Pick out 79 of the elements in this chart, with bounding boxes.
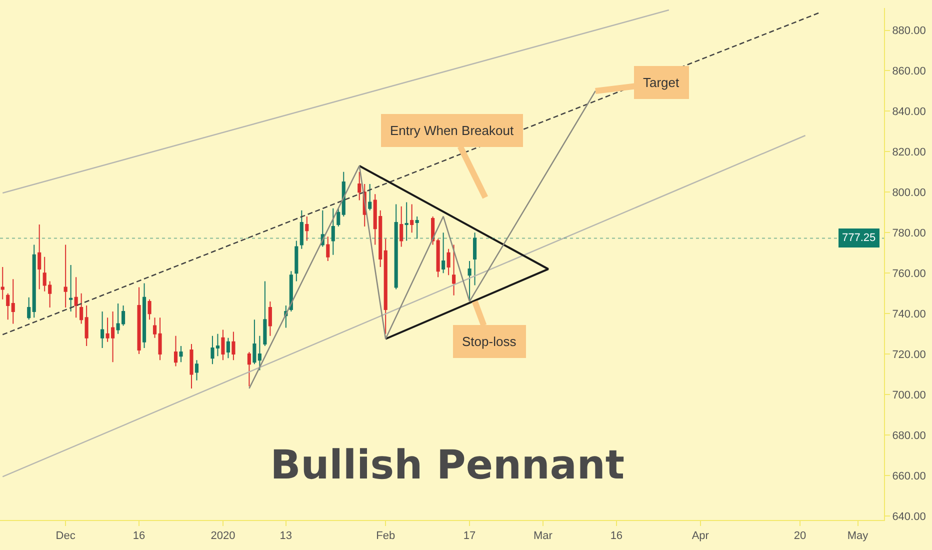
- candlestick: [294, 240, 298, 282]
- annotation: Target: [643, 75, 680, 90]
- candlestick: [247, 352, 251, 387]
- x-tick-label: May: [847, 530, 869, 542]
- y-tick-label: 820.00: [892, 146, 926, 159]
- candlestick: [305, 216, 309, 242]
- candlestick: [404, 202, 408, 242]
- y-tick-label: 860.00: [892, 66, 926, 78]
- candlestick: [384, 238, 388, 334]
- candlestick: [336, 208, 340, 228]
- x-tick-label: Apr: [692, 530, 710, 542]
- candlestick: [84, 304, 88, 346]
- candlestick: [342, 171, 346, 217]
- candlestick: [174, 335, 178, 367]
- candlestick: [148, 298, 152, 320]
- candlestick: [400, 206, 404, 248]
- candlestick: [468, 260, 472, 302]
- y-tick-label: 800.00: [892, 187, 926, 200]
- y-tick-label: 680.00: [892, 430, 926, 442]
- candlestick: [300, 210, 304, 250]
- candlestick: [358, 171, 362, 201]
- candlestick: [394, 204, 398, 290]
- candlestick: [64, 244, 68, 308]
- annotation: Entry When Breakout: [390, 123, 514, 138]
- candlestick: [80, 292, 84, 324]
- candlestick: [0, 266, 4, 300]
- x-tick-label: 20: [794, 530, 806, 542]
- candlestick: [410, 204, 414, 234]
- x-tick-label: 13: [280, 530, 292, 542]
- candlestick: [289, 270, 293, 312]
- candlestick: [415, 216, 419, 240]
- y-tick-label: 740.00: [892, 308, 926, 320]
- candlestick: [331, 208, 335, 256]
- candlestick: [442, 232, 446, 274]
- candlestick: [142, 282, 146, 348]
- x-tick-label: 2020: [210, 530, 236, 542]
- candlestick: [452, 244, 456, 296]
- y-tick-label: 640.00: [892, 510, 926, 523]
- x-tick-label: 16: [132, 530, 146, 542]
- candlestick: [137, 286, 141, 355]
- candlestick: [436, 238, 440, 278]
- candlestick: [326, 236, 330, 262]
- y-tick-label: 840.00: [892, 106, 926, 118]
- candlestick: [11, 278, 15, 324]
- candlestick: [263, 280, 267, 346]
- y-tick-label: 700.00: [892, 389, 926, 402]
- candlestick: [226, 337, 230, 359]
- candlestick: [69, 264, 73, 312]
- x-tick-label: Dec: [56, 530, 76, 542]
- x-tick-label: 16: [610, 530, 623, 542]
- candlestick: [232, 331, 236, 361]
- text: Bullish Pennant: [270, 442, 625, 488]
- y-tick-label: 880.00: [892, 25, 926, 38]
- candlestick: [368, 184, 372, 211]
- candlestick: [32, 244, 36, 318]
- candlestick: [446, 248, 450, 276]
- candlestick: [38, 224, 42, 290]
- x-tick-label: Mar: [534, 530, 553, 542]
- candlestick: [27, 296, 31, 320]
- x-tick-label: Feb: [376, 530, 396, 542]
- candlestick: [6, 292, 10, 320]
- candlestick: [221, 329, 225, 361]
- candlestick: [268, 300, 272, 336]
- annotation: Stop-loss: [462, 334, 517, 349]
- y-tick-label: 780.00: [892, 227, 926, 240]
- candlestick: [100, 311, 104, 348]
- candlestick: [190, 343, 194, 389]
- x-tick-label: 17: [463, 530, 476, 542]
- candlestick: [74, 276, 78, 318]
- line-series: [248, 90, 596, 390]
- y-tick-label: 760.00: [892, 268, 926, 280]
- y-tick-label: 720.00: [892, 348, 926, 361]
- candlestick: [194, 360, 199, 381]
- y-tick-label: 660.00: [892, 470, 926, 482]
- candlestick: [179, 345, 183, 363]
- candlestick: [252, 319, 256, 365]
- candlestick: [473, 232, 477, 286]
- ref-line-label: 777.25: [842, 232, 876, 244]
- candlestick: [258, 335, 262, 371]
